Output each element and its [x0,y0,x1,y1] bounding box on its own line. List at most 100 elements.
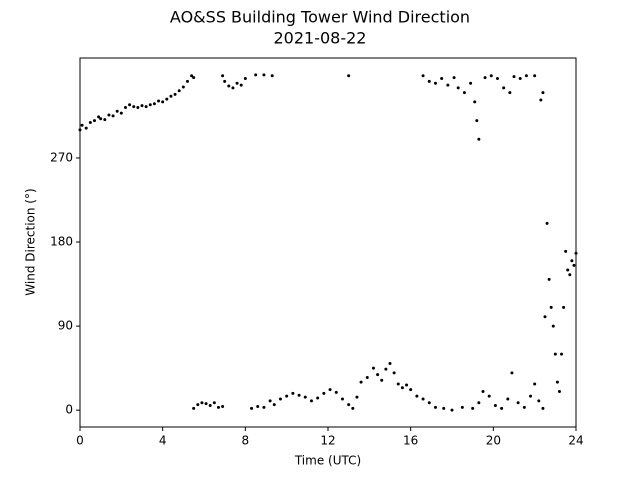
point [235,81,239,85]
y-tick-label: 90 [58,319,73,333]
point [347,403,351,407]
point [223,79,227,83]
point [555,380,559,384]
point [446,83,450,87]
point [487,394,491,398]
point [574,251,578,255]
point [522,405,526,409]
point [500,406,504,410]
point [148,103,152,107]
point [483,76,487,80]
point [84,126,88,130]
point [268,399,272,403]
point [136,106,140,110]
point [560,352,564,356]
point [144,105,148,109]
point [88,120,92,124]
x-tick-label: 8 [242,434,250,448]
point [128,103,132,107]
point [173,92,177,96]
point [309,399,313,403]
point [334,390,338,394]
point [533,382,537,386]
point [340,397,344,401]
point [473,100,477,104]
point [262,405,266,409]
point [421,74,425,78]
point [303,395,307,399]
point [355,395,359,399]
point [481,390,485,394]
point [433,81,437,85]
point [510,371,514,375]
point [506,397,510,401]
point [471,406,475,410]
point [551,324,555,328]
point [376,373,380,377]
point [433,405,437,409]
point [119,111,123,115]
point [132,105,136,109]
point [239,83,243,87]
point [272,403,276,407]
point [165,97,169,101]
point [533,74,537,78]
point [502,86,506,90]
point [97,115,101,119]
point [442,406,446,410]
point [460,405,464,409]
point [539,98,543,102]
x-tick-label: 0 [76,434,84,448]
point [322,391,326,395]
point [568,273,572,277]
point [204,402,208,406]
point [256,404,260,408]
point [400,386,404,390]
point [181,85,185,89]
point [285,394,289,398]
x-tick-label: 16 [403,434,418,448]
point [243,77,247,81]
point [291,391,295,395]
point [123,106,127,110]
chart-title: AO&SS Building Tower Wind Direction [170,8,470,27]
x-tick-label: 20 [486,434,501,448]
x-tick-label: 12 [320,434,335,448]
point [440,77,444,81]
point [427,401,431,405]
point [78,128,82,132]
point [169,94,173,98]
point [557,390,561,394]
point [380,378,384,382]
point [140,104,144,108]
point [512,75,516,79]
point [212,401,216,405]
point [388,361,392,365]
point [250,406,254,410]
point [427,79,431,83]
point [103,118,107,122]
point [543,315,547,319]
point [152,102,156,106]
point [190,74,194,78]
chart-subtitle: 2021-08-22 [274,29,367,48]
point [371,366,375,370]
point [547,277,551,281]
point [221,74,225,78]
x-tick-label: 24 [568,434,583,448]
point [566,268,570,272]
point [524,74,528,78]
point [508,91,512,95]
point [529,394,533,398]
point [111,114,115,118]
point [192,406,196,410]
point [489,74,493,78]
point [99,117,103,121]
point [359,380,363,384]
point [477,401,481,405]
point [456,86,460,90]
point [450,408,454,412]
y-tick-label: 270 [50,150,73,164]
point [564,249,568,253]
point [262,73,266,77]
